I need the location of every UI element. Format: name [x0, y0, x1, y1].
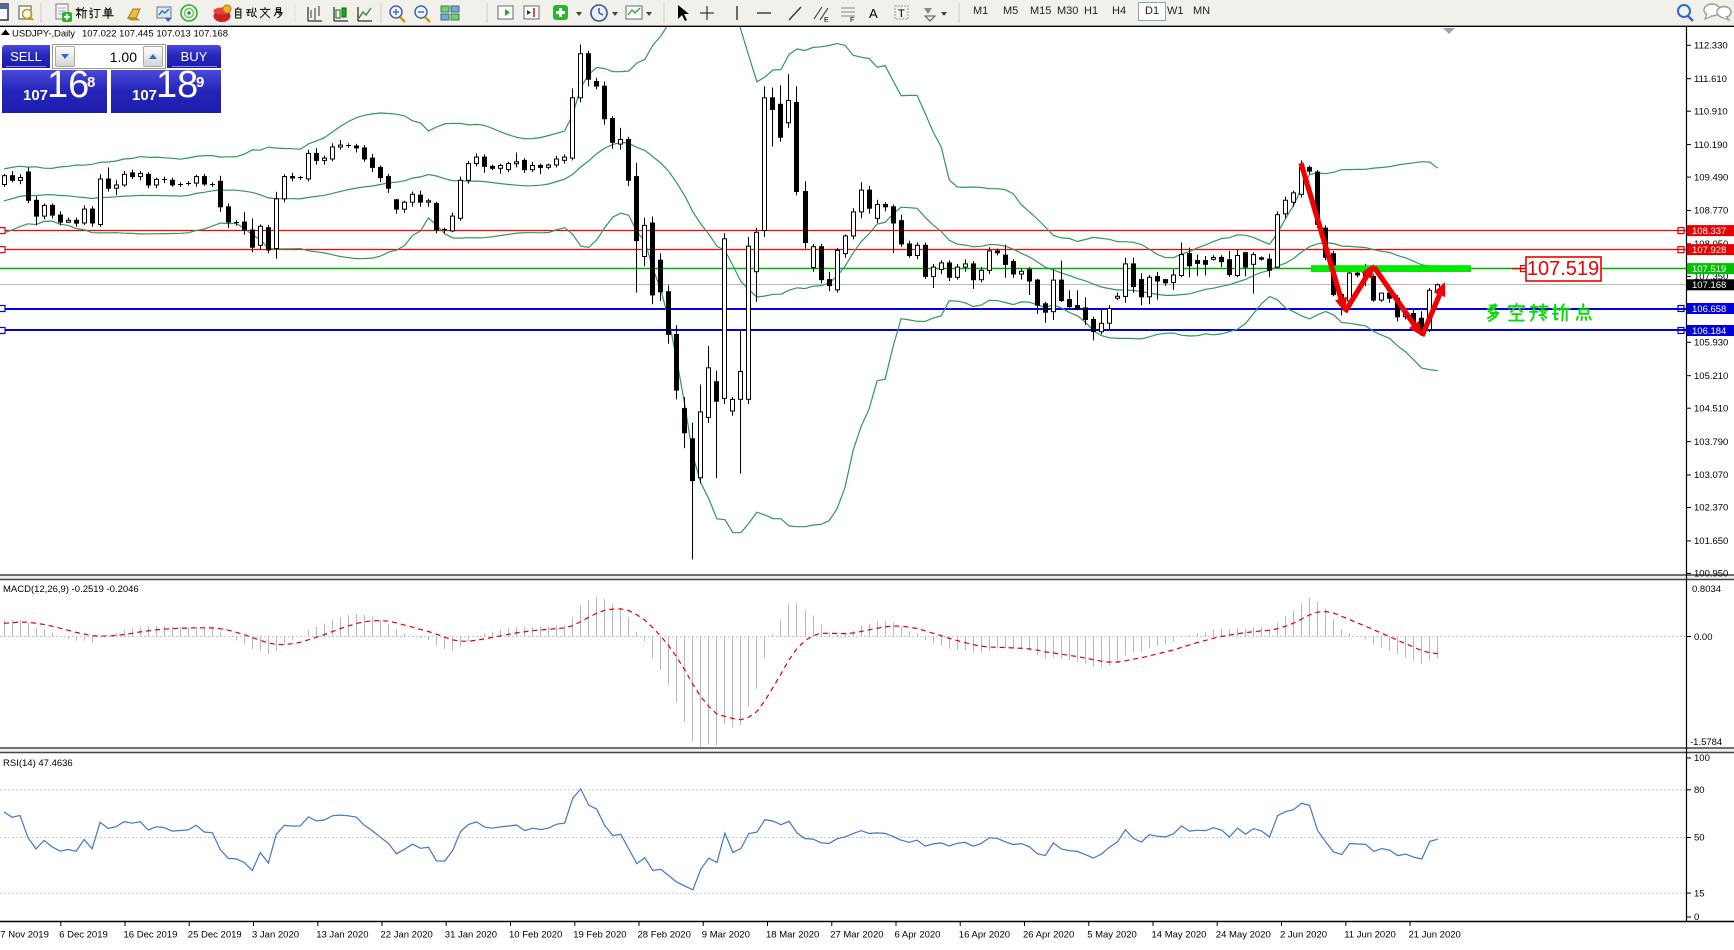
- svg-text:50: 50: [1694, 833, 1705, 844]
- svg-text:6 Apr 2020: 6 Apr 2020: [895, 930, 941, 941]
- svg-text:101.650: 101.650: [1694, 536, 1728, 547]
- svg-text:10 Feb 2020: 10 Feb 2020: [509, 930, 562, 941]
- svg-text:0.8034: 0.8034: [1692, 584, 1721, 595]
- svg-text:25 Dec 2019: 25 Dec 2019: [188, 930, 242, 941]
- svg-text:RSI(14) 47.4636: RSI(14) 47.4636: [3, 758, 73, 769]
- svg-text:109.490: 109.490: [1694, 172, 1728, 183]
- svg-text:107.168: 107.168: [1692, 280, 1726, 291]
- svg-text:14 May 2020: 14 May 2020: [1152, 930, 1207, 941]
- svg-text:110.910: 110.910: [1694, 106, 1728, 117]
- svg-text:111.610: 111.610: [1694, 74, 1727, 85]
- svg-text:9 Mar 2020: 9 Mar 2020: [702, 930, 750, 941]
- svg-text:A: A: [869, 6, 878, 21]
- svg-text:18 Mar 2020: 18 Mar 2020: [766, 930, 819, 941]
- svg-text:107.022 107.445 107.013 107.16: 107.022 107.445 107.013 107.168: [82, 29, 228, 40]
- svg-text:102.370: 102.370: [1694, 503, 1728, 514]
- svg-text:28 Feb 2020: 28 Feb 2020: [638, 930, 691, 941]
- svg-text:80: 80: [1694, 785, 1705, 796]
- svg-text:0.00: 0.00: [1694, 632, 1713, 643]
- svg-text:21 Jun 2020: 21 Jun 2020: [1409, 930, 1461, 941]
- svg-text:103.790: 103.790: [1694, 437, 1728, 448]
- svg-text:108.337: 108.337: [1692, 226, 1726, 237]
- svg-text:E: E: [824, 17, 829, 24]
- svg-text:22 Jan 2020: 22 Jan 2020: [381, 930, 433, 941]
- svg-text:103.070: 103.070: [1694, 470, 1728, 481]
- svg-text:107.928: 107.928: [1692, 245, 1726, 256]
- svg-text:106.658: 106.658: [1692, 304, 1726, 315]
- svg-text:16 Dec 2019: 16 Dec 2019: [124, 930, 178, 941]
- svg-text:107.350: 107.350: [1694, 272, 1728, 283]
- svg-text:5 May 2020: 5 May 2020: [1087, 930, 1137, 941]
- svg-text:0: 0: [1694, 912, 1699, 923]
- svg-text:100: 100: [1694, 753, 1710, 764]
- svg-text:100.950: 100.950: [1694, 569, 1728, 580]
- svg-text:105.930: 105.930: [1694, 338, 1728, 349]
- svg-text:MACD(12,26,9) -0.2519 -0.2046: MACD(12,26,9) -0.2519 -0.2046: [3, 584, 139, 595]
- svg-text:107.519: 107.519: [1692, 264, 1726, 275]
- svg-text:27 Mar 2020: 27 Mar 2020: [830, 930, 883, 941]
- svg-text:3 Jan 2020: 3 Jan 2020: [252, 930, 299, 941]
- svg-text:112.330: 112.330: [1694, 41, 1728, 52]
- svg-text:31 Jan 2020: 31 Jan 2020: [445, 930, 497, 941]
- svg-text:106.184: 106.184: [1692, 326, 1726, 337]
- svg-text:24 May 2020: 24 May 2020: [1216, 930, 1271, 941]
- svg-text:110.190: 110.190: [1694, 140, 1728, 151]
- svg-text:13 Jan 2020: 13 Jan 2020: [316, 930, 368, 941]
- svg-text:104.510: 104.510: [1694, 403, 1728, 414]
- svg-text:USDJPY-,Daily: USDJPY-,Daily: [12, 29, 75, 40]
- svg-text:26 Apr 2020: 26 Apr 2020: [1023, 930, 1074, 941]
- svg-text:27 Nov 2019: 27 Nov 2019: [0, 930, 49, 941]
- svg-text:11 Jun 2020: 11 Jun 2020: [1344, 930, 1396, 941]
- svg-text:2 Jun 2020: 2 Jun 2020: [1280, 930, 1327, 941]
- svg-text:107.519: 107.519: [1527, 258, 1599, 280]
- svg-text:108.770: 108.770: [1694, 206, 1728, 217]
- svg-text:19 Feb 2020: 19 Feb 2020: [573, 930, 626, 941]
- svg-text:15: 15: [1694, 888, 1705, 899]
- svg-text:6 Dec 2019: 6 Dec 2019: [59, 930, 108, 941]
- svg-text:16 Apr 2020: 16 Apr 2020: [959, 930, 1010, 941]
- svg-text:105.210: 105.210: [1694, 371, 1728, 382]
- svg-text:-1.5784: -1.5784: [1690, 737, 1722, 748]
- svg-text:F: F: [850, 17, 854, 24]
- svg-text:T: T: [898, 8, 905, 20]
